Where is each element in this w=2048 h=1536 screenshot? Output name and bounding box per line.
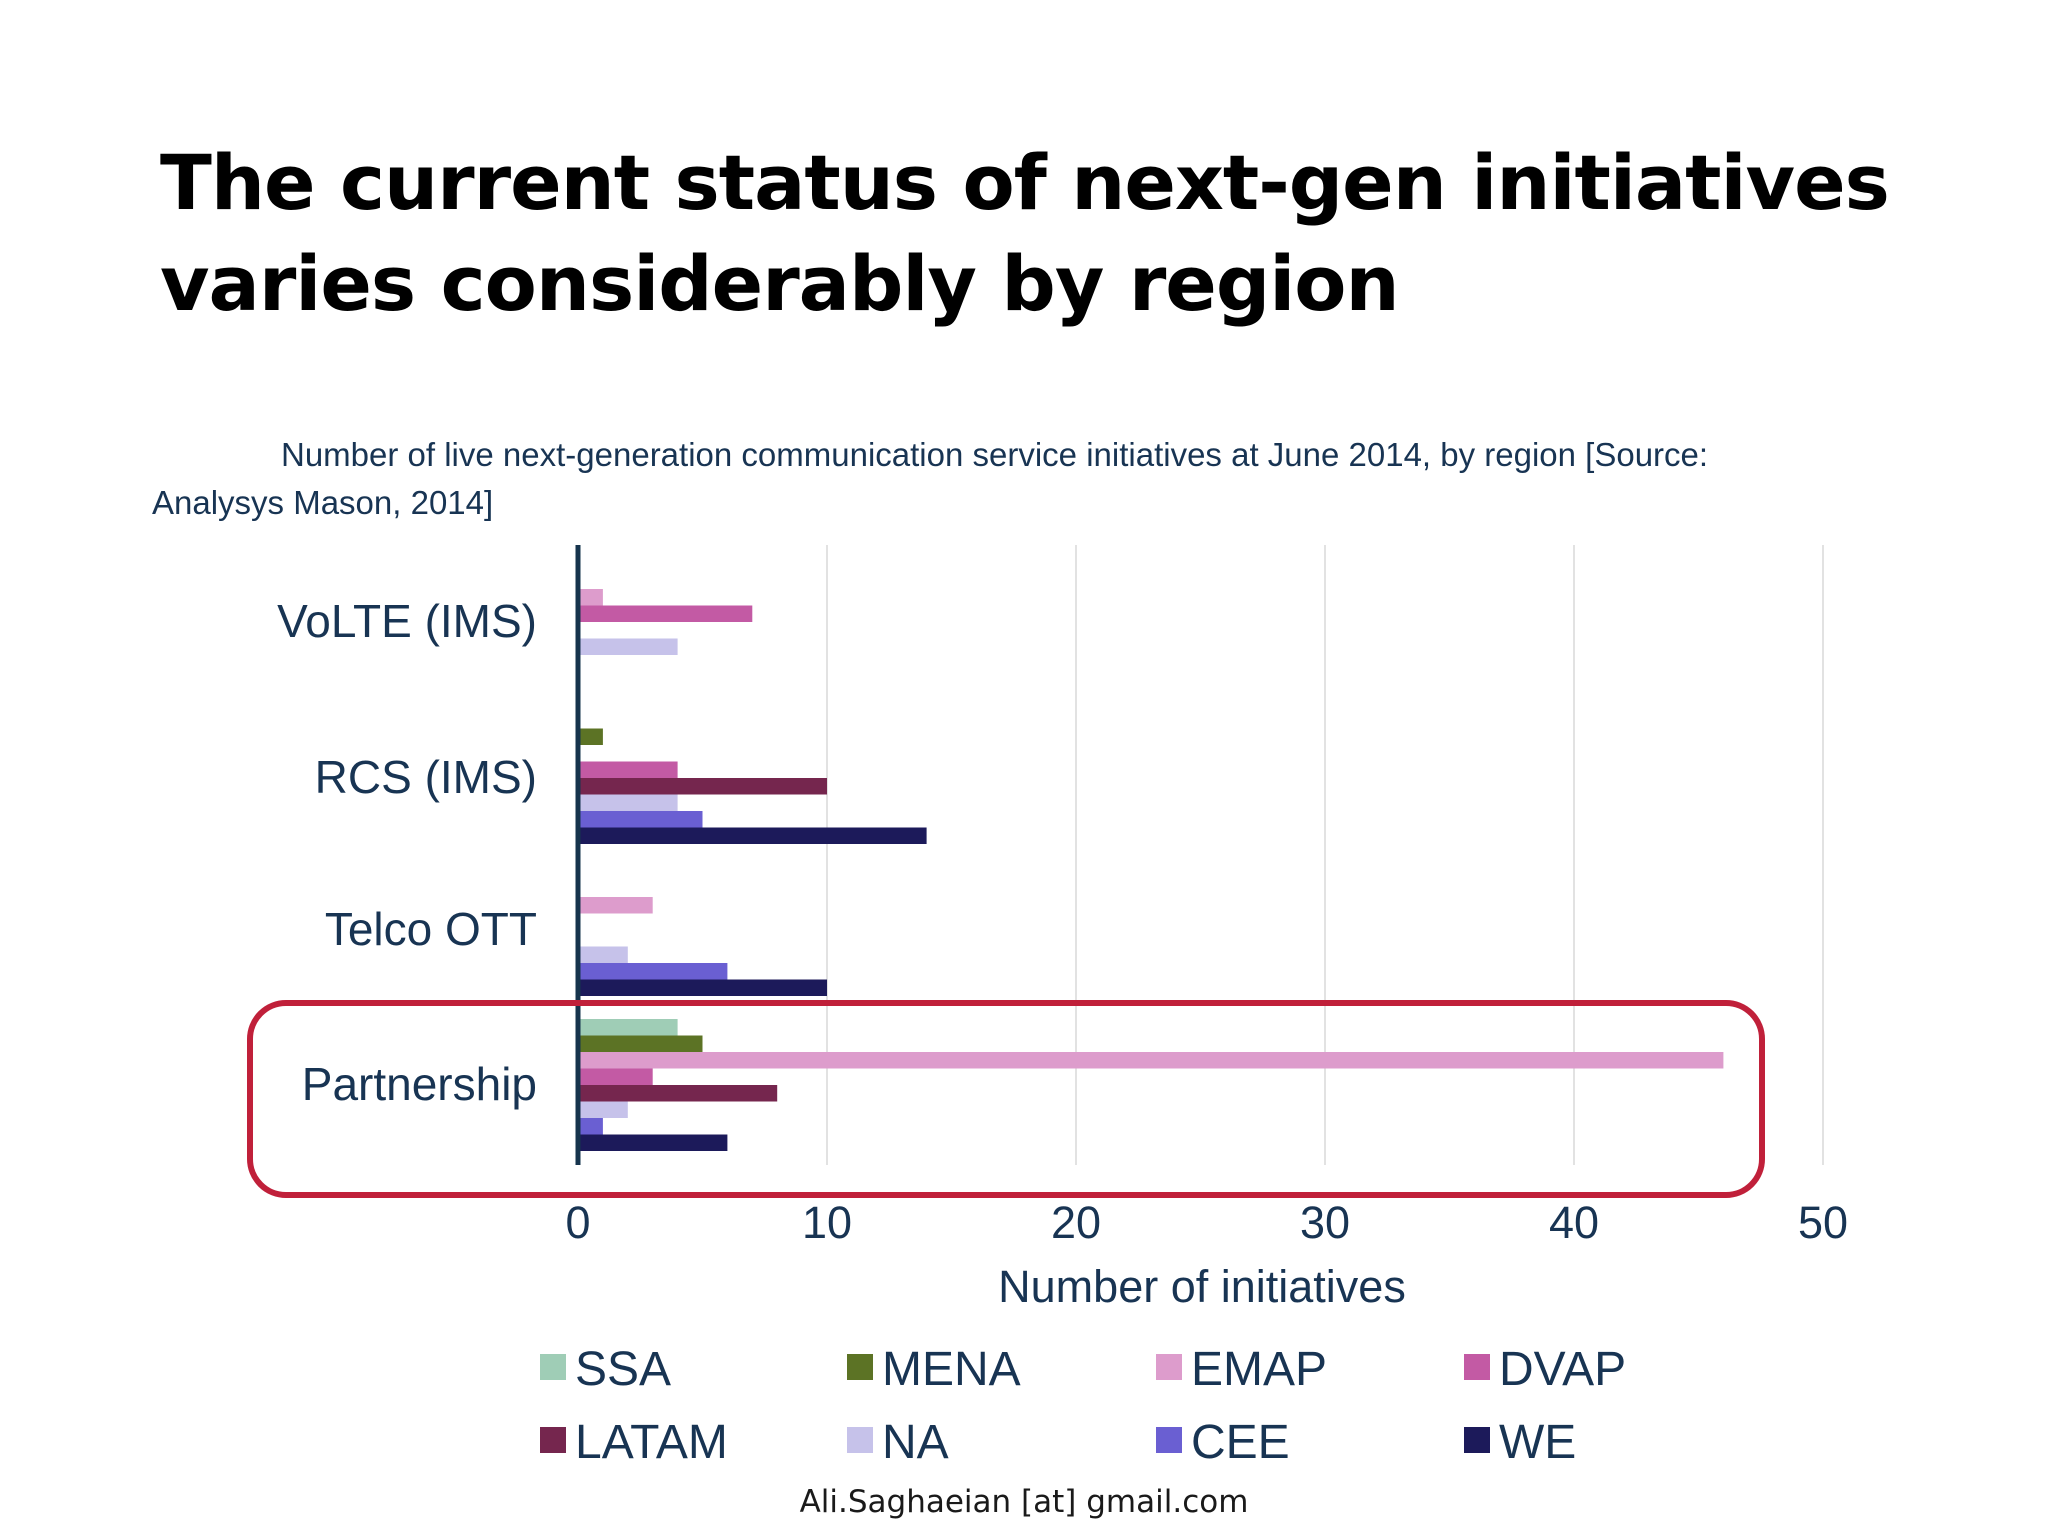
bar-na-0	[578, 638, 678, 655]
legend-item-we: WE	[1464, 1416, 1576, 1469]
slide-title: The current status of next-gen initiativ…	[160, 132, 1960, 334]
gridlines	[826, 545, 1824, 1165]
bar-cee-3	[578, 1118, 603, 1135]
legend-label: EMAP	[1191, 1343, 1327, 1396]
legend-item-dvap: DVAP	[1464, 1343, 1626, 1396]
highlight-box-group	[247, 1000, 1765, 1198]
bar-we-3	[578, 1134, 728, 1151]
legend-swatch	[1156, 1427, 1182, 1453]
bar-na-2	[578, 946, 628, 963]
legend-swatch	[1464, 1427, 1490, 1453]
bar-cee-1	[578, 811, 703, 828]
x-axis-label: Number of initiatives	[998, 1261, 1406, 1312]
legend-label: NA	[882, 1416, 949, 1469]
x-tick-label: 20	[1051, 1197, 1101, 1248]
highlight-box	[247, 1000, 1765, 1198]
category-labels: VoLTE (IMS) RCS (IMS) Telco OTT Partnership	[277, 595, 537, 1110]
x-tick-labels: 0 10 20 30 40 50	[565, 1197, 1848, 1248]
bar-mena-3	[578, 1035, 703, 1052]
legend-label: LATAM	[575, 1416, 728, 1469]
category-label: VoLTE (IMS)	[277, 595, 537, 647]
legend-item-cee: CEE	[1156, 1416, 1290, 1469]
bar-dvap-0	[578, 605, 753, 622]
x-tick-label: 10	[802, 1197, 852, 1248]
chart-title: Number of live next-generation communica…	[152, 436, 1708, 521]
legend-item-mena: MENA	[847, 1343, 1021, 1396]
legend-swatch	[1464, 1354, 1490, 1380]
x-axis-label-group: Number of initiatives	[998, 1261, 1406, 1312]
bar-we-1	[578, 827, 927, 844]
bar-we-2	[578, 979, 827, 996]
legend-swatch	[847, 1427, 873, 1453]
chart-title-line: Number of live next-generation communica…	[281, 436, 1708, 473]
legend-item-na: NA	[847, 1416, 949, 1469]
category-label: Telco OTT	[325, 903, 537, 955]
legend-swatch	[540, 1427, 566, 1453]
bar-emap-2	[578, 897, 653, 914]
category-label: RCS (IMS)	[315, 751, 537, 803]
bar-dvap-1	[578, 761, 678, 778]
bar-ssa-3	[578, 1019, 678, 1036]
slide-title-line: varies considerably by region	[160, 239, 1400, 328]
x-tick-label: 30	[1300, 1197, 1350, 1248]
chart-title-line: Analysys Mason, 2014]	[152, 484, 493, 521]
bar-na-3	[578, 1101, 628, 1118]
bar-emap-3	[578, 1052, 1724, 1069]
bar-cee-2	[578, 963, 728, 980]
legend-label: DVAP	[1499, 1343, 1626, 1396]
legend-item-emap: EMAP	[1156, 1343, 1327, 1396]
legend-item-latam: LATAM	[540, 1416, 728, 1469]
bar-dvap-3	[578, 1068, 653, 1085]
legend-swatch	[1156, 1354, 1182, 1380]
legend-swatch	[847, 1354, 873, 1380]
bars	[578, 589, 1724, 1151]
footer-credit: Ali.Saghaeian [at] gmail.com	[799, 1484, 1249, 1520]
bar-latam-1	[578, 778, 827, 795]
legend-swatch	[540, 1354, 566, 1380]
x-tick-label: 50	[1798, 1197, 1848, 1248]
bar-emap-0	[578, 589, 603, 606]
legend-label: MENA	[882, 1343, 1021, 1396]
legend-label: WE	[1499, 1416, 1576, 1469]
x-tick-label: 40	[1549, 1197, 1599, 1248]
bar-mena-1	[578, 728, 603, 745]
legend-label: CEE	[1191, 1416, 1290, 1469]
slide-title-line: The current status of next-gen initiativ…	[160, 138, 1890, 227]
x-tick-label: 0	[565, 1197, 590, 1248]
legend-label: SSA	[575, 1343, 671, 1396]
category-label: Partnership	[302, 1058, 537, 1110]
bar-na-1	[578, 794, 678, 811]
legend: SSA MENA EMAP DVAP LATAM NA CEE WE	[540, 1343, 1626, 1469]
legend-item-ssa: SSA	[540, 1343, 671, 1396]
bar-latam-3	[578, 1085, 778, 1102]
